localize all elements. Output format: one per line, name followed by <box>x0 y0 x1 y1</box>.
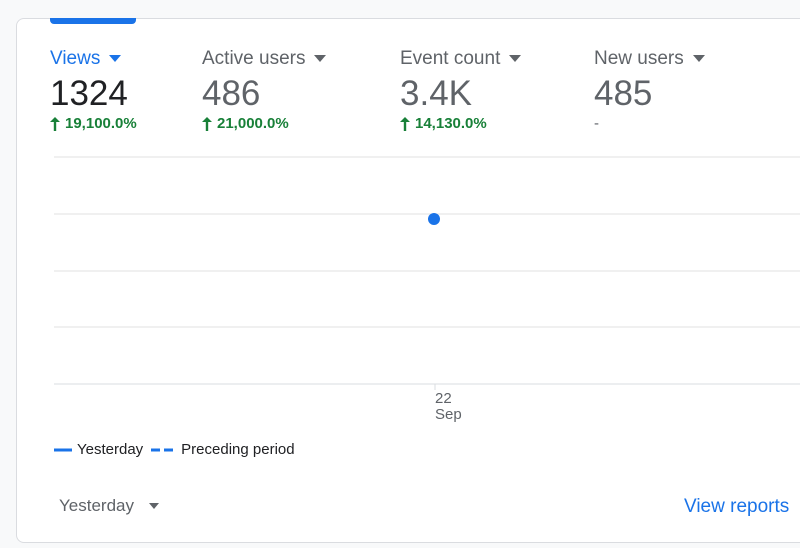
metric-label-text: Views <box>50 48 101 69</box>
card <box>16 18 800 543</box>
metric-change-text: 21,000.0% <box>217 115 289 132</box>
metric-label: Event count <box>400 48 522 70</box>
metric-change: 14,130.0% <box>400 115 521 132</box>
metric-label-text: Event count <box>400 48 501 69</box>
x-tick: 22 Sep <box>435 391 462 423</box>
metric-change-text: - <box>594 115 599 132</box>
legend-dashed <box>151 448 176 451</box>
metric-change-text: 14,130.0% <box>415 115 487 132</box>
dropdown-arrow <box>314 55 327 62</box>
up-arrow <box>50 116 60 131</box>
period-dropdown[interactable]: Yesterday <box>59 496 160 516</box>
chart <box>54 156 800 390</box>
metric-label-text: Active users <box>202 48 306 69</box>
legend-label: Yesterday <box>77 441 144 458</box>
metric-label-text: New users <box>594 48 684 69</box>
metric[interactable]: Active users 486 21,000.0% <box>202 48 327 132</box>
period-label: Yesterday <box>59 496 134 515</box>
metric-change-text: 19,100.0% <box>65 115 137 132</box>
up-arrow <box>202 116 212 131</box>
dropdown-arrow <box>692 55 705 62</box>
metric[interactable]: Views 1324 19,100.0% <box>50 48 137 132</box>
metric-label: New users <box>594 48 705 70</box>
x-tick-month: Sep <box>435 406 462 423</box>
dropdown-arrow <box>109 55 122 62</box>
metric-label: Active users <box>202 48 327 70</box>
x-tick-day: 22 <box>435 390 452 407</box>
view-reports-link[interactable]: View reports <box>684 496 790 517</box>
legend-solid <box>54 448 72 451</box>
data-point <box>428 213 440 225</box>
legend: Yesterday Preceding period <box>54 441 295 458</box>
selected-tab-indicator <box>50 18 136 24</box>
metric-value: 3.4K <box>400 74 472 113</box>
metric[interactable]: New users 485 - <box>594 48 705 132</box>
metric-change: 19,100.0% <box>50 115 137 132</box>
legend-label: Preceding period <box>181 441 295 458</box>
up-arrow <box>400 116 410 131</box>
metric[interactable]: Event count 3.4K 14,130.0% <box>400 48 522 132</box>
metric-change: 21,000.0% <box>202 115 326 132</box>
dropdown-arrow <box>148 503 159 509</box>
metric-value: 1324 <box>50 74 128 113</box>
metric-value: 485 <box>594 74 653 113</box>
metric-change: - <box>594 115 705 132</box>
metric-value: 486 <box>202 74 261 113</box>
metric-label: Views <box>50 48 137 70</box>
dropdown-arrow <box>509 55 522 62</box>
